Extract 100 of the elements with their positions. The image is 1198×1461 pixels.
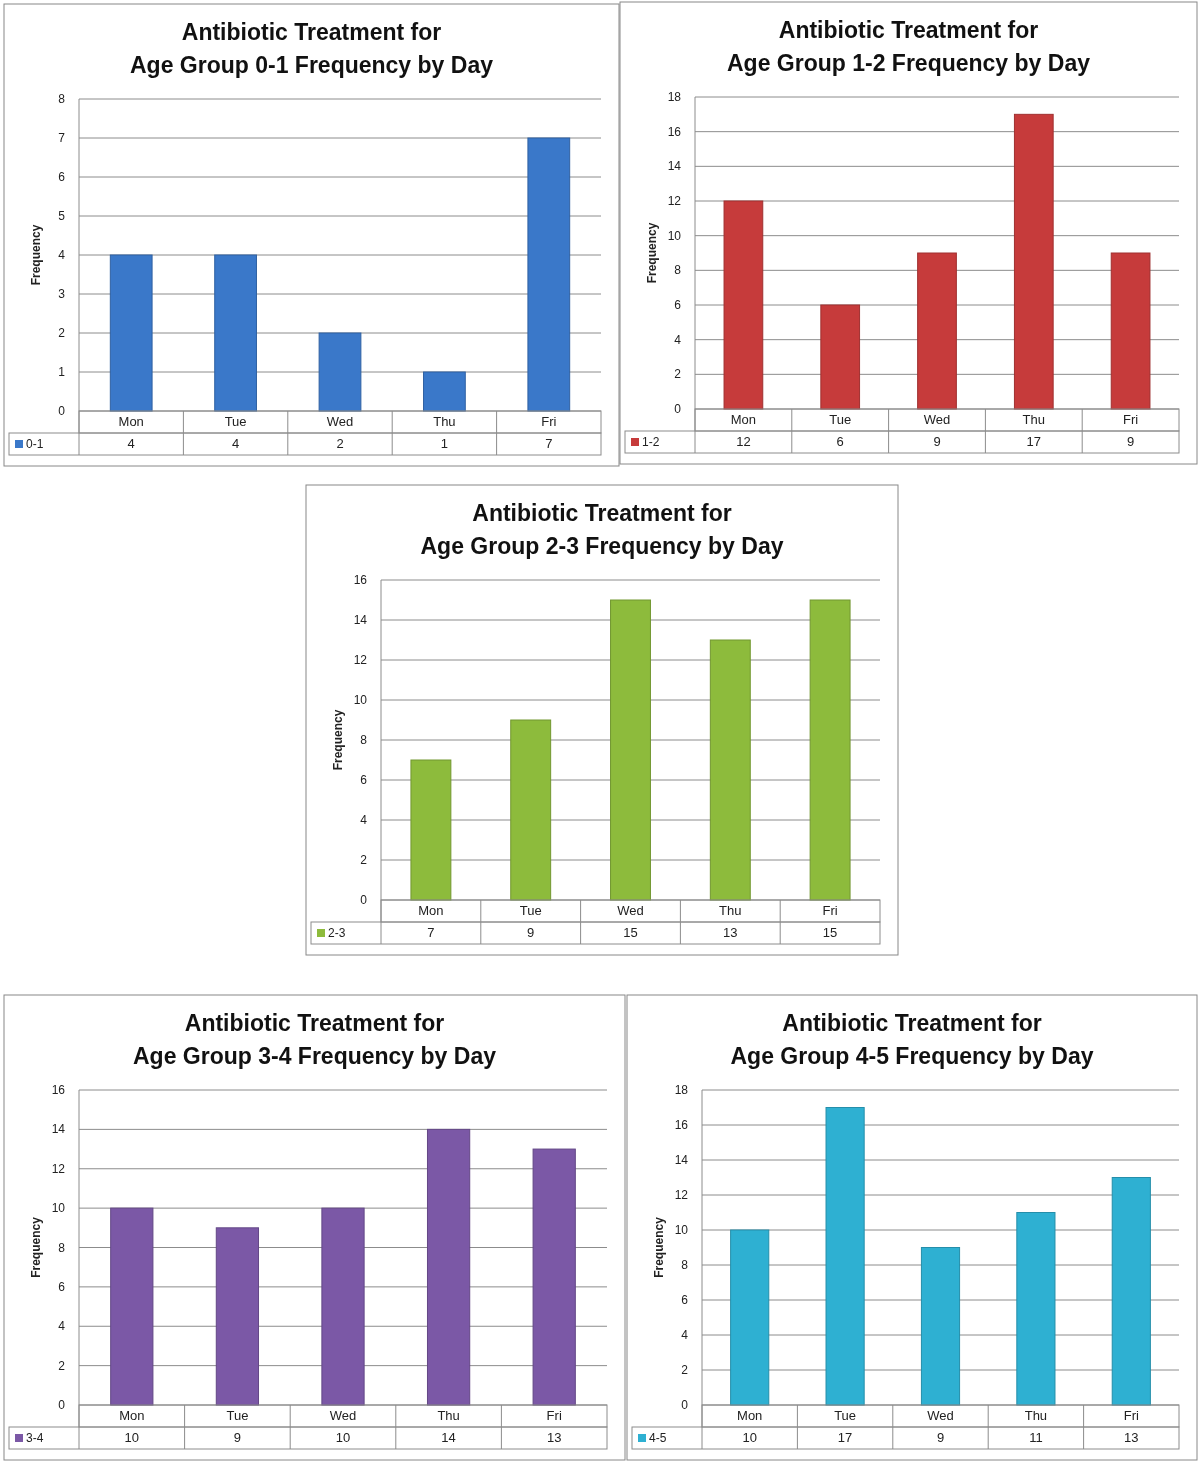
y-tick-label: 7 (58, 131, 66, 145)
bar (920, 1247, 961, 1406)
x-tick-label: Thu (719, 903, 742, 918)
data-label: 11 (1029, 1430, 1043, 1445)
data-label: 13 (723, 925, 738, 940)
y-axis-title: Frequency (652, 1216, 666, 1278)
y-tick-label: 10 (667, 228, 682, 243)
bar (214, 254, 257, 412)
data-label: 12 (736, 434, 751, 449)
bar (423, 371, 466, 412)
bar (110, 1207, 154, 1406)
y-tick-label: 8 (360, 733, 368, 747)
y-tick-label: 14 (674, 1153, 689, 1167)
data-label: 10 (335, 1430, 351, 1445)
data-label: 17 (837, 1430, 853, 1445)
y-tick-label: 8 (674, 263, 682, 278)
bar (410, 759, 452, 901)
chart-title: Antibiotic Treatment for Age Group 1-2 Frequency by Day (727, 17, 1091, 76)
bar (709, 639, 751, 901)
bar (917, 252, 957, 410)
y-tick-label: 12 (353, 653, 368, 667)
y-tick-label: 16 (353, 573, 368, 587)
x-tick-label: Mon (119, 1408, 145, 1423)
legend-label: 0-1 (26, 437, 44, 451)
data-label: 13 (1124, 1430, 1139, 1445)
y-tick-label: 0 (58, 1398, 66, 1412)
data-label: 9 (1126, 434, 1135, 449)
bar (426, 1128, 471, 1406)
x-tick-label: Tue (226, 1408, 249, 1423)
y-tick-label: 10 (353, 693, 368, 707)
y-tick-label: 2 (674, 367, 682, 382)
data-label: 15 (623, 925, 638, 940)
x-tick-label: Wed (923, 412, 951, 427)
bar (723, 200, 764, 410)
x-tick-label: Wed (927, 1408, 954, 1423)
y-tick-label: 12 (667, 194, 682, 208)
y-tick-label: 2 (58, 326, 66, 340)
data-label: 4 (127, 436, 135, 451)
y-tick-label: 0 (681, 1398, 689, 1412)
x-tick-label: Thu (1022, 412, 1045, 427)
bar (610, 599, 651, 901)
bar (1013, 113, 1054, 410)
x-tick-label: Fri (822, 903, 838, 918)
x-tick-label: Thu (1024, 1408, 1048, 1423)
legend-label: 1-2 (642, 435, 660, 449)
y-tick-label: 4 (360, 813, 368, 827)
y-tick-label: 8 (58, 92, 66, 106)
y-tick-label: 18 (674, 1083, 689, 1097)
y-axis-title: Frequency (29, 224, 43, 286)
y-axis-title: Frequency (645, 222, 659, 284)
bar (532, 1148, 576, 1406)
x-tick-label: Fri (1123, 412, 1139, 427)
x-tick-label: Thu (433, 414, 456, 429)
y-tick-label: 10 (51, 1201, 66, 1216)
y-tick-label: 2 (360, 853, 368, 867)
y-tick-label: 8 (681, 1258, 689, 1272)
chart-title: Antibiotic Treatment for Age Group 4-5 Frequency by Day (730, 1010, 1094, 1069)
bar (318, 332, 362, 412)
bar (730, 1229, 770, 1406)
y-axis-title: Frequency (29, 1216, 43, 1278)
y-tick-label: 6 (360, 773, 368, 787)
data-label: 17 (1026, 434, 1042, 449)
x-tick-label: Wed (329, 1408, 357, 1423)
data-label: 9 (933, 434, 941, 449)
bar (1016, 1212, 1056, 1406)
chart-title: Antibiotic Treatment for Age Group 3-4 Frequency by Day (133, 1010, 497, 1069)
x-tick-label: Mon (418, 903, 444, 918)
y-tick-label: 14 (667, 159, 682, 174)
x-tick-label: Tue (519, 903, 542, 918)
y-tick-label: 12 (51, 1161, 66, 1176)
chart-title: Antibiotic Treatment for Age Group 2-3 Frequency by Day (420, 500, 784, 559)
bar (825, 1107, 865, 1406)
y-tick-label: 6 (674, 298, 682, 312)
y-tick-label: 8 (58, 1240, 66, 1255)
y-tick-label: 1 (58, 365, 66, 379)
x-tick-label: Tue (224, 414, 247, 429)
y-tick-label: 6 (58, 170, 66, 184)
data-label: 15 (822, 925, 838, 940)
data-label: 4 (231, 436, 240, 451)
legend-label: 4-5 (649, 1431, 667, 1445)
data-label: 9 (233, 1430, 242, 1445)
x-tick-label: Tue (834, 1408, 857, 1423)
bar (1111, 1177, 1151, 1406)
y-tick-label: 18 (667, 90, 682, 104)
data-label: 7 (545, 436, 553, 451)
bar (215, 1227, 260, 1406)
x-tick-label: Wed (326, 414, 354, 429)
x-tick-label: Fri (541, 414, 557, 429)
y-tick-label: 4 (674, 332, 682, 347)
y-tick-label: 16 (667, 124, 682, 139)
chart-title: Antibiotic Treatment for Age Group 0-1 Frequency by Day (130, 19, 494, 78)
data-label: 10 (742, 1430, 757, 1445)
y-tick-label: 4 (58, 248, 66, 262)
y-tick-label: 2 (58, 1358, 66, 1373)
bar (1110, 252, 1151, 410)
legend-label: 2-3 (328, 926, 346, 940)
bar (109, 254, 153, 412)
y-tick-label: 5 (58, 209, 66, 223)
bar (809, 599, 851, 901)
y-tick-label: 2 (681, 1363, 689, 1377)
